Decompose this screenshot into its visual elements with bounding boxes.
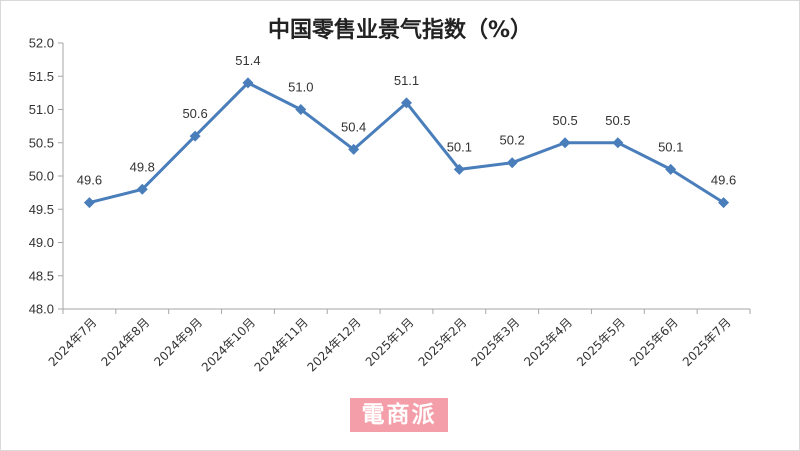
data-point (559, 137, 571, 149)
data-label: 51.1 (394, 73, 419, 88)
x-tick-label: 2024年7月 (46, 315, 100, 369)
y-tick-label: 52.0 (29, 36, 54, 51)
data-point (612, 137, 624, 149)
data-label: 49.6 (711, 173, 736, 188)
data-point (189, 130, 201, 142)
x-tick-label: 2025年3月 (468, 315, 522, 369)
data-label: 50.4 (341, 119, 366, 134)
x-tick-label: 2024年9月 (151, 315, 205, 369)
y-tick-label: 48.5 (29, 268, 54, 283)
x-tick-label: 2024年10月 (199, 315, 258, 374)
y-tick-label: 51.0 (29, 102, 54, 117)
data-label: 50.5 (552, 113, 577, 128)
data-label: 49.8 (130, 159, 155, 174)
data-point (242, 77, 254, 89)
y-tick-label: 51.5 (29, 69, 54, 84)
data-point (665, 163, 677, 175)
data-label: 50.5 (605, 113, 630, 128)
data-label: 50.1 (447, 139, 472, 154)
data-label: 49.6 (77, 173, 102, 188)
y-tick-label: 50.5 (29, 135, 54, 150)
x-tick-label: 2025年7月 (680, 315, 734, 369)
watermark-logo: 電商派 (350, 398, 448, 432)
y-tick-label: 50.0 (29, 169, 54, 184)
data-label: 51.4 (235, 53, 260, 68)
data-label: 51.0 (288, 80, 313, 95)
x-tick-label: 2024年12月 (305, 315, 364, 374)
data-point (136, 183, 148, 195)
x-tick-label: 2025年5月 (574, 315, 628, 369)
x-tick-label: 2025年6月 (627, 315, 681, 369)
x-tick-label: 2024年8月 (99, 315, 153, 369)
data-point (83, 197, 95, 209)
chart-title: 中国零售业景气指数（%） (267, 18, 533, 43)
data-label: 50.1 (658, 139, 683, 154)
data-point (506, 157, 518, 169)
x-tick-label: 2025年4月 (521, 315, 575, 369)
data-point (453, 163, 465, 175)
data-label: 50.2 (500, 133, 525, 148)
y-tick-label: 48.0 (29, 302, 54, 317)
x-tick-label: 2025年2月 (416, 315, 470, 369)
y-tick-label: 49.0 (29, 235, 54, 250)
x-tick-label: 2024年11月 (252, 315, 311, 374)
data-point (401, 97, 412, 109)
data-point (348, 143, 360, 155)
data-point (718, 197, 730, 209)
data-point (295, 104, 307, 115)
y-tick-label: 49.5 (29, 202, 54, 217)
data-label: 50.6 (182, 106, 207, 121)
x-tick-label: 2025年1月 (363, 315, 417, 369)
